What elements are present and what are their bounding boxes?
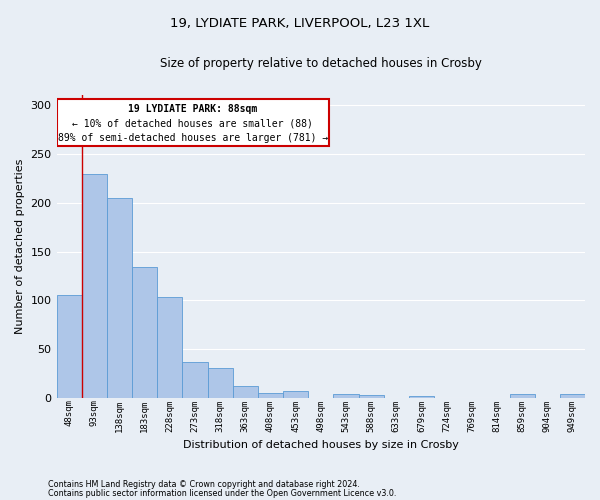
Bar (334, 394, 359, 398)
Bar (208, 368, 233, 398)
Text: ← 10% of detached houses are smaller (88): ← 10% of detached houses are smaller (88… (73, 118, 313, 128)
Bar (132, 267, 157, 398)
Bar (409, 396, 434, 398)
Text: Contains HM Land Registry data © Crown copyright and database right 2024.: Contains HM Land Registry data © Crown c… (48, 480, 360, 489)
Bar (233, 386, 258, 398)
Bar (509, 394, 535, 398)
Text: Contains public sector information licensed under the Open Government Licence v3: Contains public sector information licen… (48, 489, 397, 498)
Bar (107, 198, 132, 398)
Bar (56, 294, 82, 398)
Text: 19, LYDIATE PARK, LIVERPOOL, L23 1XL: 19, LYDIATE PARK, LIVERPOOL, L23 1XL (170, 18, 430, 30)
Bar (359, 395, 383, 398)
Bar (182, 362, 208, 398)
Title: Size of property relative to detached houses in Crosby: Size of property relative to detached ho… (160, 58, 482, 70)
Bar (82, 174, 107, 398)
Y-axis label: Number of detached properties: Number of detached properties (15, 159, 25, 334)
Bar (157, 298, 182, 398)
Bar (560, 394, 585, 398)
FancyBboxPatch shape (57, 99, 329, 146)
Bar (283, 391, 308, 398)
Text: 19 LYDIATE PARK: 88sqm: 19 LYDIATE PARK: 88sqm (128, 104, 257, 115)
Text: 89% of semi-detached houses are larger (781) →: 89% of semi-detached houses are larger (… (58, 132, 328, 142)
X-axis label: Distribution of detached houses by size in Crosby: Distribution of detached houses by size … (183, 440, 459, 450)
Bar (258, 393, 283, 398)
